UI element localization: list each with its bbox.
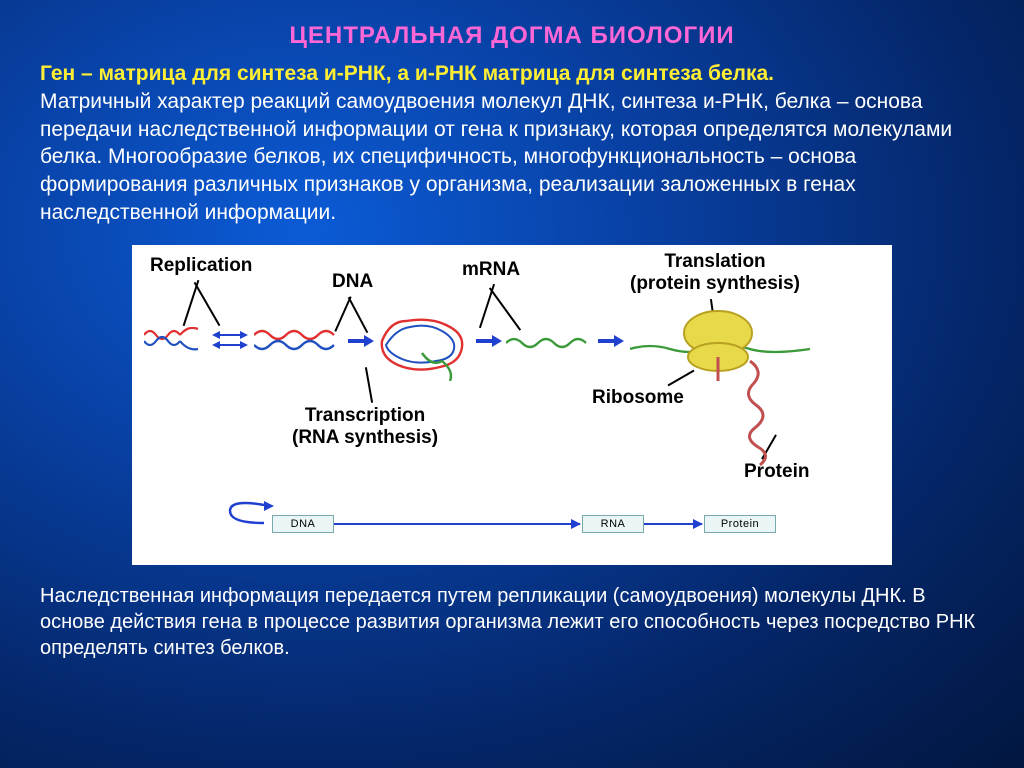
pointer-replication-2 <box>194 281 221 325</box>
flow-arrow <box>644 523 702 525</box>
flow-box-rna: RNA <box>582 515 644 533</box>
label-transcription-2: (RNA synthesis) <box>292 427 438 448</box>
body-paragraph: Матричный характер реакций самоудвоения … <box>40 88 984 227</box>
pointer-dna-2 <box>348 296 369 332</box>
double-arrow-icon <box>212 331 248 349</box>
label-replication: Replication <box>150 255 252 277</box>
arrow-icon <box>476 335 502 347</box>
ribosome-icon <box>630 309 830 469</box>
mrna-strand-icon <box>506 335 592 349</box>
footer-paragraph: Наследственная информация передается пут… <box>40 583 984 662</box>
transcription-bubble-icon <box>376 311 472 381</box>
subtitle: Ген – матрица для синтеза и-РНК, а и-РНК… <box>40 62 984 86</box>
pointer-transcription <box>365 367 373 403</box>
label-dna: DNA <box>332 271 373 293</box>
flow-box-dna: DNA <box>272 515 334 533</box>
dna-helix-icon <box>254 329 344 351</box>
arrow-icon <box>598 335 624 347</box>
dna-fork-left <box>144 327 206 353</box>
flow-arrow <box>334 523 580 525</box>
label-translation-2: (protein synthesis) <box>630 273 800 294</box>
label-mrna: mRNA <box>462 259 520 281</box>
label-translation-1: Translation <box>664 251 765 272</box>
page-title: ЦЕНТРАЛЬНАЯ ДОГМА БИОЛОГИИ <box>40 22 984 50</box>
central-dogma-diagram: Replication DNA mRNA Translation (protei… <box>132 245 892 565</box>
replication-loop-icon <box>224 501 274 529</box>
pointer-mrna-2 <box>489 287 521 330</box>
flow-box-protein: Protein <box>704 515 776 533</box>
arrow-icon <box>348 335 374 347</box>
label-transcription-1: Transcription <box>305 405 425 426</box>
